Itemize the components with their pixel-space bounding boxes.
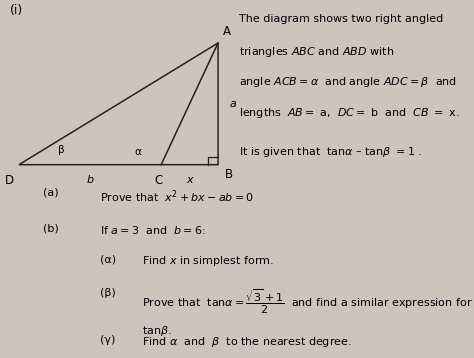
Text: If $a = 3$  and  $b = 6$:: If $a = 3$ and $b = 6$: (100, 224, 205, 236)
Text: β: β (58, 145, 65, 155)
Text: tan$\beta$.: tan$\beta$. (142, 324, 172, 338)
Text: (a): (a) (43, 188, 58, 198)
Text: (γ): (γ) (100, 335, 115, 345)
Text: Find $\alpha$  and  $\beta$  to the nearest degree.: Find $\alpha$ and $\beta$ to the nearest… (142, 335, 352, 349)
Text: angle $\mathit{ACB}$$=\alpha$  and angle $\mathit{ADC}$$=\beta$  and: angle $\mathit{ACB}$$=\alpha$ and angle … (239, 75, 457, 89)
Text: C: C (155, 174, 163, 187)
Text: b: b (86, 175, 94, 185)
Text: D: D (5, 174, 14, 187)
Text: (α): (α) (100, 254, 116, 264)
Text: a: a (230, 99, 237, 109)
Text: It is given that  tan$\alpha$ – tan$\beta$ $=1$ .: It is given that tan$\alpha$ – tan$\beta… (239, 145, 422, 159)
Text: B: B (225, 168, 233, 181)
Text: A: A (223, 25, 231, 38)
Text: x: x (186, 175, 193, 185)
Text: (β): (β) (100, 288, 115, 298)
Text: Prove that  $x^2 + bx - ab = 0$: Prove that $x^2 + bx - ab = 0$ (100, 188, 254, 204)
Text: The diagram shows two right angled: The diagram shows two right angled (239, 14, 444, 24)
Text: Find $x$ in simplest form.: Find $x$ in simplest form. (142, 254, 274, 268)
Text: lengths  $\mathit{AB}$$=$ a,  $\mathit{DC}$$=$ b  and  $\mathit{CB}$ $=$ x.: lengths $\mathit{AB}$$=$ a, $\mathit{DC}… (239, 106, 460, 120)
Text: (i): (i) (9, 4, 23, 16)
Text: Prove that  tan$\alpha = \dfrac{\sqrt{3}+1}{2}$  and find a similar expression f: Prove that tan$\alpha = \dfrac{\sqrt{3}+… (142, 288, 473, 316)
Text: (b): (b) (43, 224, 58, 234)
Text: α: α (134, 147, 141, 157)
Text: triangles $\mathit{ABC}$ and $\mathit{ABD}$ with: triangles $\mathit{ABC}$ and $\mathit{AB… (239, 45, 395, 59)
